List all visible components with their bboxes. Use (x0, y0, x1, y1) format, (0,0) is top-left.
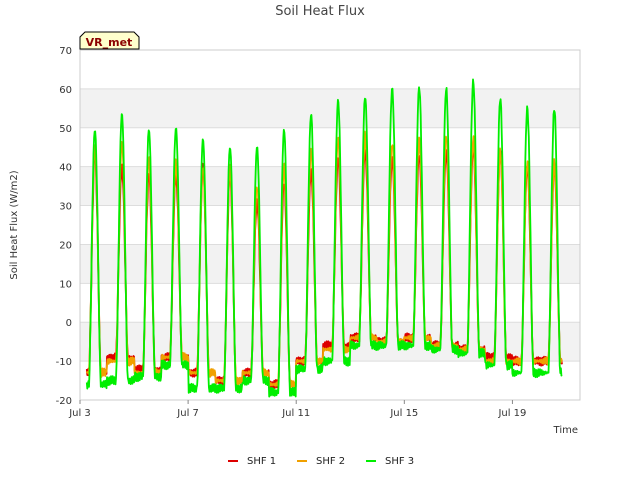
site-badge-label: VR_met (86, 36, 133, 49)
legend-label: SHF 3 (385, 456, 414, 467)
x-tick-label: Jul 15 (389, 408, 418, 419)
y-tick-label: -10 (56, 357, 72, 368)
y-axis-ticks: -20 -10 0 10 20 30 40 50 60 70 (56, 46, 72, 407)
legend-label: SHF 1 (247, 456, 276, 467)
y-tick-label: -20 (56, 396, 72, 407)
plot-frame (79, 49, 581, 401)
chart-title: Soil Heat Flux (275, 4, 365, 19)
background-band (80, 88, 580, 128)
legend-label: SHF 2 (316, 456, 345, 467)
y-tick-label: 10 (59, 279, 72, 290)
y-tick-label: 70 (59, 46, 72, 57)
site-badge: VR_met (79, 31, 140, 50)
x-axis-label: Time (553, 425, 578, 436)
x-tick-label: Jul 7 (176, 408, 199, 419)
x-tick-label: Jul 3 (68, 408, 91, 419)
series-layer (85, 78, 563, 398)
y-tick-label: 20 (59, 240, 72, 251)
y-axis-label: Soil Heat Flux (W/m2) (9, 170, 20, 279)
y-tick-label: 50 (59, 124, 72, 135)
y-tick-label: 30 (59, 202, 72, 213)
background-band (80, 166, 580, 206)
x-tick-label: Jul 11 (281, 408, 310, 419)
y-tick-label: 60 (59, 85, 72, 96)
legend: SHF 1 SHF 2 SHF 3 (228, 456, 414, 467)
site-badge-box (79, 31, 140, 50)
y-tick-label: 40 (59, 163, 72, 174)
series-line-shf-3 (85, 78, 563, 398)
x-tick-label: Jul 19 (497, 408, 526, 419)
x-axis-ticks: Jul 3 Jul 7 Jul 11 Jul 15 Jul 19 (68, 400, 526, 419)
y-tick-label: 0 (66, 318, 72, 329)
